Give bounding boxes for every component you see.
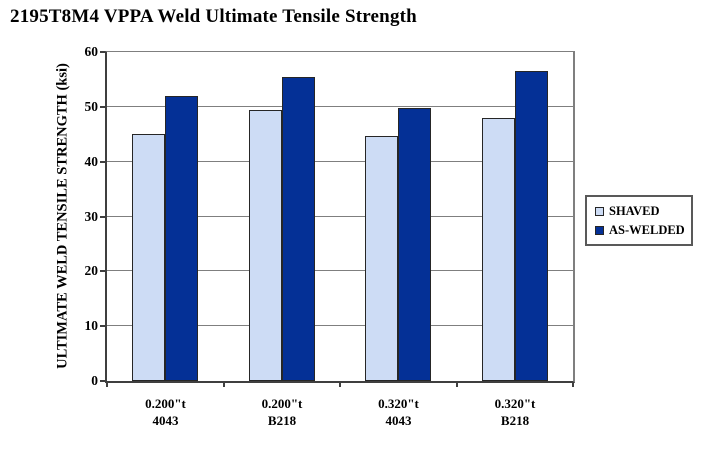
y-tick-label: 40 (84, 153, 99, 169)
gridline (107, 215, 573, 217)
y-tick-label: 20 (84, 263, 99, 279)
legend-label-shaved: SHAVED (609, 203, 660, 218)
category-label: 0.320"t B218 (457, 395, 574, 429)
y-tick-label: 0 (91, 373, 98, 388)
bar-shaved-2 (365, 135, 399, 381)
category-label-line2: B218 (267, 413, 297, 428)
y-tick-label: 50 (84, 98, 99, 114)
bar-as-welded-2 (398, 108, 432, 381)
y-tick-mark (100, 51, 105, 53)
y-tick-mark (100, 215, 105, 218)
y-tick-mark (100, 325, 105, 328)
category-label-line1: 0.200"t (261, 396, 303, 411)
x-tick-mark (455, 382, 458, 387)
category-label: 0.320"t 4043 (340, 395, 457, 429)
x-tick-mark (572, 382, 574, 387)
y-tick-label: 30 (84, 208, 99, 224)
legend-label-as-welded: AS-WELDED (609, 222, 685, 237)
legend-swatch-shaved (595, 206, 604, 216)
y-axis-title: ULTIMATE WELD TENSILE STRENGTH (ksi) (54, 63, 71, 369)
category-label-line2: B218 (500, 413, 530, 428)
category-label: 0.200"t B218 (224, 395, 341, 429)
bar-shaved-0 (132, 134, 166, 381)
plot-area (105, 51, 575, 383)
legend-item-shaved: SHAVED (595, 203, 691, 219)
gridline (107, 270, 573, 272)
y-tick-mark (100, 105, 105, 108)
x-tick-mark (106, 382, 108, 387)
x-tick-mark (339, 382, 341, 387)
bar-shaved-1 (248, 110, 282, 381)
chart-title: 2195T8M4 VPPA Weld Ultimate Tensile Stre… (10, 6, 417, 27)
bar-as-welded-1 (281, 77, 315, 381)
y-tick-label: 60 (84, 44, 99, 59)
y-tick-label: 10 (84, 318, 99, 334)
x-tick-mark (222, 382, 225, 387)
legend-item-as-welded: AS-WELDED (595, 222, 691, 238)
gridline (107, 325, 573, 327)
y-tick-mark (100, 160, 105, 163)
category-label-line1: 0.320"t (494, 396, 536, 411)
category-label-line1: 0.320"t (378, 396, 419, 411)
gridline (107, 160, 573, 162)
category-label: 0.200"t 4043 (107, 395, 224, 429)
category-label-line2: 4043 (385, 413, 412, 428)
legend-swatch-as-welded (595, 225, 604, 235)
y-tick-mark (100, 380, 105, 382)
y-tick-mark (100, 270, 105, 273)
gridline (107, 105, 573, 107)
category-label-line2: 4043 (152, 413, 179, 428)
category-label-line1: 0.200"t (145, 396, 186, 411)
legend: SHAVED AS-WELDED (585, 195, 693, 246)
bar-shaved-3 (481, 118, 515, 381)
bar-as-welded-3 (514, 71, 548, 381)
bar-as-welded-0 (165, 95, 199, 381)
